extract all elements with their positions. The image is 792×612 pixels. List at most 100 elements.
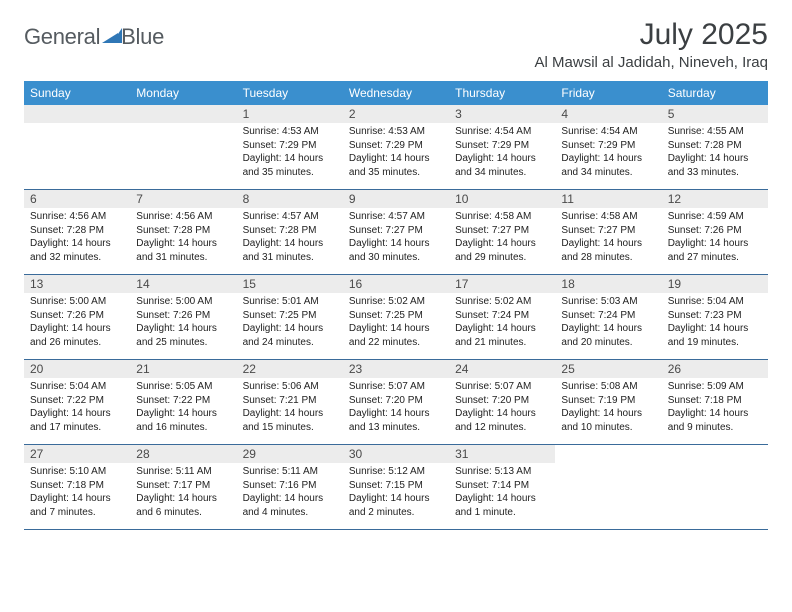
- sunset-text: Sunset: 7:18 PM: [30, 479, 126, 493]
- daylight-text-1: Daylight: 14 hours: [349, 407, 445, 421]
- day-number: 10: [449, 190, 555, 208]
- day-number: 2: [343, 105, 449, 123]
- day-body: Sunrise: 5:07 AMSunset: 7:20 PMDaylight:…: [343, 380, 449, 434]
- day-number: 20: [24, 360, 130, 378]
- daylight-text-2: and 27 minutes.: [668, 251, 764, 265]
- daylight-text-1: Daylight: 14 hours: [349, 152, 445, 166]
- daylight-text-2: and 1 minute.: [455, 506, 551, 520]
- day-cell: 26Sunrise: 5:09 AMSunset: 7:18 PMDayligh…: [662, 360, 768, 444]
- daylight-text-1: Daylight: 14 hours: [668, 322, 764, 336]
- day-cell: 6Sunrise: 4:56 AMSunset: 7:28 PMDaylight…: [24, 190, 130, 274]
- day-number: 3: [449, 105, 555, 123]
- sunrise-text: Sunrise: 5:02 AM: [349, 295, 445, 309]
- daylight-text-1: Daylight: 14 hours: [455, 407, 551, 421]
- day-cell: [662, 445, 768, 529]
- sunset-text: Sunset: 7:28 PM: [30, 224, 126, 238]
- day-body: Sunrise: 4:58 AMSunset: 7:27 PMDaylight:…: [555, 210, 661, 264]
- sunrise-text: Sunrise: 5:03 AM: [561, 295, 657, 309]
- day-number: 16: [343, 275, 449, 293]
- day-number: 24: [449, 360, 555, 378]
- sunrise-text: Sunrise: 4:56 AM: [136, 210, 232, 224]
- day-body: Sunrise: 5:09 AMSunset: 7:18 PMDaylight:…: [662, 380, 768, 434]
- sunrise-text: Sunrise: 5:02 AM: [455, 295, 551, 309]
- day-cell: 8Sunrise: 4:57 AMSunset: 7:28 PMDaylight…: [237, 190, 343, 274]
- sunrise-text: Sunrise: 5:07 AM: [349, 380, 445, 394]
- day-body: Sunrise: 4:59 AMSunset: 7:26 PMDaylight:…: [662, 210, 768, 264]
- sunset-text: Sunset: 7:27 PM: [561, 224, 657, 238]
- day-body: Sunrise: 4:57 AMSunset: 7:28 PMDaylight:…: [237, 210, 343, 264]
- sunrise-text: Sunrise: 4:57 AM: [243, 210, 339, 224]
- day-body: Sunrise: 5:02 AMSunset: 7:25 PMDaylight:…: [343, 295, 449, 349]
- daylight-text-2: and 2 minutes.: [349, 506, 445, 520]
- day-number: 11: [555, 190, 661, 208]
- day-cell: 12Sunrise: 4:59 AMSunset: 7:26 PMDayligh…: [662, 190, 768, 274]
- brand-name-2: Blue: [121, 24, 164, 50]
- week-row: 27Sunrise: 5:10 AMSunset: 7:18 PMDayligh…: [24, 445, 768, 530]
- sunrise-text: Sunrise: 4:59 AM: [668, 210, 764, 224]
- day-cell: 14Sunrise: 5:00 AMSunset: 7:26 PMDayligh…: [130, 275, 236, 359]
- daylight-text-1: Daylight: 14 hours: [455, 237, 551, 251]
- sunset-text: Sunset: 7:20 PM: [455, 394, 551, 408]
- sunset-text: Sunset: 7:21 PM: [243, 394, 339, 408]
- brand-logo: General Blue: [24, 18, 164, 50]
- day-number: 9: [343, 190, 449, 208]
- sunset-text: Sunset: 7:29 PM: [243, 139, 339, 153]
- day-cell: 16 Sunrise: 5:02 AMSunset: 7:25 PMDayligh…: [343, 275, 449, 359]
- sunset-text: Sunset: 7:27 PM: [455, 224, 551, 238]
- sunrise-text: Sunrise: 5:08 AM: [561, 380, 657, 394]
- daylight-text-1: Daylight: 14 hours: [136, 492, 232, 506]
- daylight-text-1: Daylight: 14 hours: [243, 407, 339, 421]
- sunset-text: Sunset: 7:26 PM: [668, 224, 764, 238]
- weeks-container: 1Sunrise: 4:53 AMSunset: 7:29 PMDaylight…: [24, 105, 768, 530]
- day-cell: 22Sunrise: 5:06 AMSunset: 7:21 PMDayligh…: [237, 360, 343, 444]
- daylight-text-2: and 31 minutes.: [136, 251, 232, 265]
- day-cell: 25Sunrise: 5:08 AMSunset: 7:19 PMDayligh…: [555, 360, 661, 444]
- day-body: Sunrise: 4:55 AMSunset: 7:28 PMDaylight:…: [662, 125, 768, 179]
- day-number: [130, 105, 236, 123]
- week-row: 1Sunrise: 4:53 AMSunset: 7:29 PMDaylight…: [24, 105, 768, 190]
- day-cell: 7Sunrise: 4:56 AMSunset: 7:28 PMDaylight…: [130, 190, 236, 274]
- daylight-text-2: and 34 minutes.: [561, 166, 657, 180]
- daylight-text-2: and 33 minutes.: [668, 166, 764, 180]
- weekday-header: Wednesday: [343, 81, 449, 105]
- day-body: Sunrise: 5:08 AMSunset: 7:19 PMDaylight:…: [555, 380, 661, 434]
- day-body: Sunrise: 5:07 AMSunset: 7:20 PMDaylight:…: [449, 380, 555, 434]
- daylight-text-1: Daylight: 14 hours: [30, 237, 126, 251]
- day-number: 27: [24, 445, 130, 463]
- sunset-text: Sunset: 7:26 PM: [30, 309, 126, 323]
- sunrise-text: Sunrise: 4:53 AM: [349, 125, 445, 139]
- day-body: Sunrise: 4:53 AMSunset: 7:29 PMDaylight:…: [343, 125, 449, 179]
- weekday-header-row: Sunday Monday Tuesday Wednesday Thursday…: [24, 81, 768, 105]
- daylight-text-1: Daylight: 14 hours: [561, 152, 657, 166]
- daylight-text-2: and 6 minutes.: [136, 506, 232, 520]
- sunset-text: Sunset: 7:28 PM: [243, 224, 339, 238]
- daylight-text-2: and 7 minutes.: [30, 506, 126, 520]
- sunset-text: Sunset: 7:19 PM: [561, 394, 657, 408]
- day-number: 7: [130, 190, 236, 208]
- sunset-text: Sunset: 7:27 PM: [349, 224, 445, 238]
- daylight-text-1: Daylight: 14 hours: [668, 152, 764, 166]
- day-cell: 27Sunrise: 5:10 AMSunset: 7:18 PMDayligh…: [24, 445, 130, 529]
- daylight-text-1: Daylight: 14 hours: [455, 152, 551, 166]
- sunrise-text: Sunrise: 4:53 AM: [243, 125, 339, 139]
- daylight-text-2: and 22 minutes.: [349, 336, 445, 350]
- day-body: Sunrise: 4:54 AMSunset: 7:29 PMDaylight:…: [555, 125, 661, 179]
- daylight-text-2: and 12 minutes.: [455, 421, 551, 435]
- daylight-text-2: and 32 minutes.: [30, 251, 126, 265]
- day-number: [24, 105, 130, 123]
- location-text: Al Mawsil al Jadidah, Nineveh, Iraq: [535, 54, 768, 71]
- day-number: 18: [555, 275, 661, 293]
- sunset-text: Sunset: 7:24 PM: [561, 309, 657, 323]
- day-number: 5: [662, 105, 768, 123]
- day-body: Sunrise: 5:12 AMSunset: 7:15 PMDaylight:…: [343, 465, 449, 519]
- daylight-text-1: Daylight: 14 hours: [136, 322, 232, 336]
- daylight-text-1: Daylight: 14 hours: [30, 322, 126, 336]
- day-cell: 18 Sunrise: 5:03 AMSunset: 7:24 PMDayligh…: [555, 275, 661, 359]
- sunrise-text: Sunrise: 5:06 AM: [243, 380, 339, 394]
- day-number: 14: [130, 275, 236, 293]
- daylight-text-1: Daylight: 14 hours: [561, 322, 657, 336]
- day-cell: 11 Sunrise: 4:58 AMSunset: 7:27 PMDayligh…: [555, 190, 661, 274]
- sunrise-text: Sunrise: 5:07 AM: [455, 380, 551, 394]
- sunset-text: Sunset: 7:18 PM: [668, 394, 764, 408]
- daylight-text-1: Daylight: 14 hours: [243, 492, 339, 506]
